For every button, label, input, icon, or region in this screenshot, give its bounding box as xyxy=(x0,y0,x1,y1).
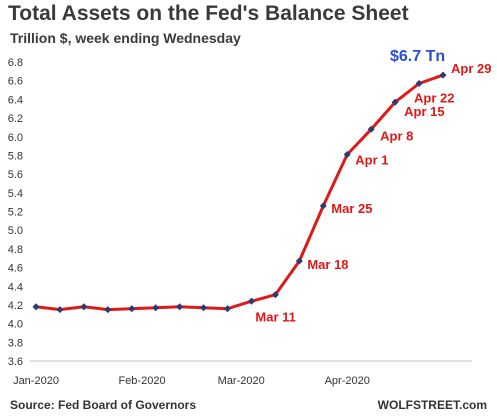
y-tick-label: 3.8 xyxy=(8,337,23,349)
data-point xyxy=(391,98,399,106)
credit-note: WOLFSTREET.com xyxy=(377,398,487,412)
point-label: Apr 8 xyxy=(380,128,413,143)
x-tick-label: Mar-2020 xyxy=(218,375,265,387)
point-label: Mar 11 xyxy=(255,310,295,325)
data-point xyxy=(247,297,256,305)
data-point xyxy=(295,257,303,265)
y-tick-label: 5.0 xyxy=(8,225,23,237)
x-tick-label: Jan-2020 xyxy=(13,375,59,387)
y-tick-label: 3.6 xyxy=(8,356,23,368)
y-tick-label: 4.0 xyxy=(8,319,23,331)
y-tick-label: 4.4 xyxy=(8,281,23,293)
data-point xyxy=(200,304,208,312)
data-point xyxy=(80,303,88,311)
y-tick-label: 5.4 xyxy=(8,188,23,200)
data-point xyxy=(152,304,160,312)
data-point xyxy=(415,79,423,88)
data-point xyxy=(271,291,279,299)
data-point xyxy=(223,305,232,313)
y-tick-label: 4.6 xyxy=(8,263,23,275)
chart-subtitle: Trillion $, week ending Wednesday xyxy=(10,30,241,46)
point-label: Mar 18 xyxy=(307,257,348,272)
point-label: Apr 22 xyxy=(414,90,454,105)
data-point xyxy=(128,305,136,313)
data-point xyxy=(319,202,327,210)
source-note: Source: Fed Board of Governors xyxy=(10,398,197,412)
data-point xyxy=(367,125,375,133)
point-label: Mar 25 xyxy=(331,201,372,216)
x-tick-label: Feb-2020 xyxy=(118,375,165,387)
point-label: Apr 15 xyxy=(404,104,444,119)
data-point xyxy=(32,303,40,311)
y-tick-label: 6.8 xyxy=(8,57,23,69)
y-tick-label: 6.0 xyxy=(8,132,23,144)
y-tick-label: 5.6 xyxy=(8,169,23,181)
chart-title: Total Assets on the Fed's Balance Sheet xyxy=(8,2,409,25)
value-callout: $6.7 Tn xyxy=(390,48,445,65)
data-point xyxy=(104,306,112,314)
data-point xyxy=(439,71,447,79)
data-point xyxy=(176,303,184,311)
y-tick-label: 4.8 xyxy=(8,244,23,256)
data-point xyxy=(56,306,64,314)
y-tick-label: 6.4 xyxy=(8,94,23,106)
point-label: Apr 1 xyxy=(355,153,388,168)
y-tick-label: 5.2 xyxy=(8,207,23,219)
y-tick-label: 6.2 xyxy=(8,113,23,125)
x-tick-label: Apr-2020 xyxy=(325,375,370,387)
series-line xyxy=(35,73,444,312)
y-tick-label: 5.8 xyxy=(8,150,23,162)
y-tick-label: 4.2 xyxy=(8,300,23,312)
point-label: Apr 29 xyxy=(451,61,491,76)
data-point xyxy=(343,150,351,159)
y-tick-label: 6.6 xyxy=(8,76,23,88)
